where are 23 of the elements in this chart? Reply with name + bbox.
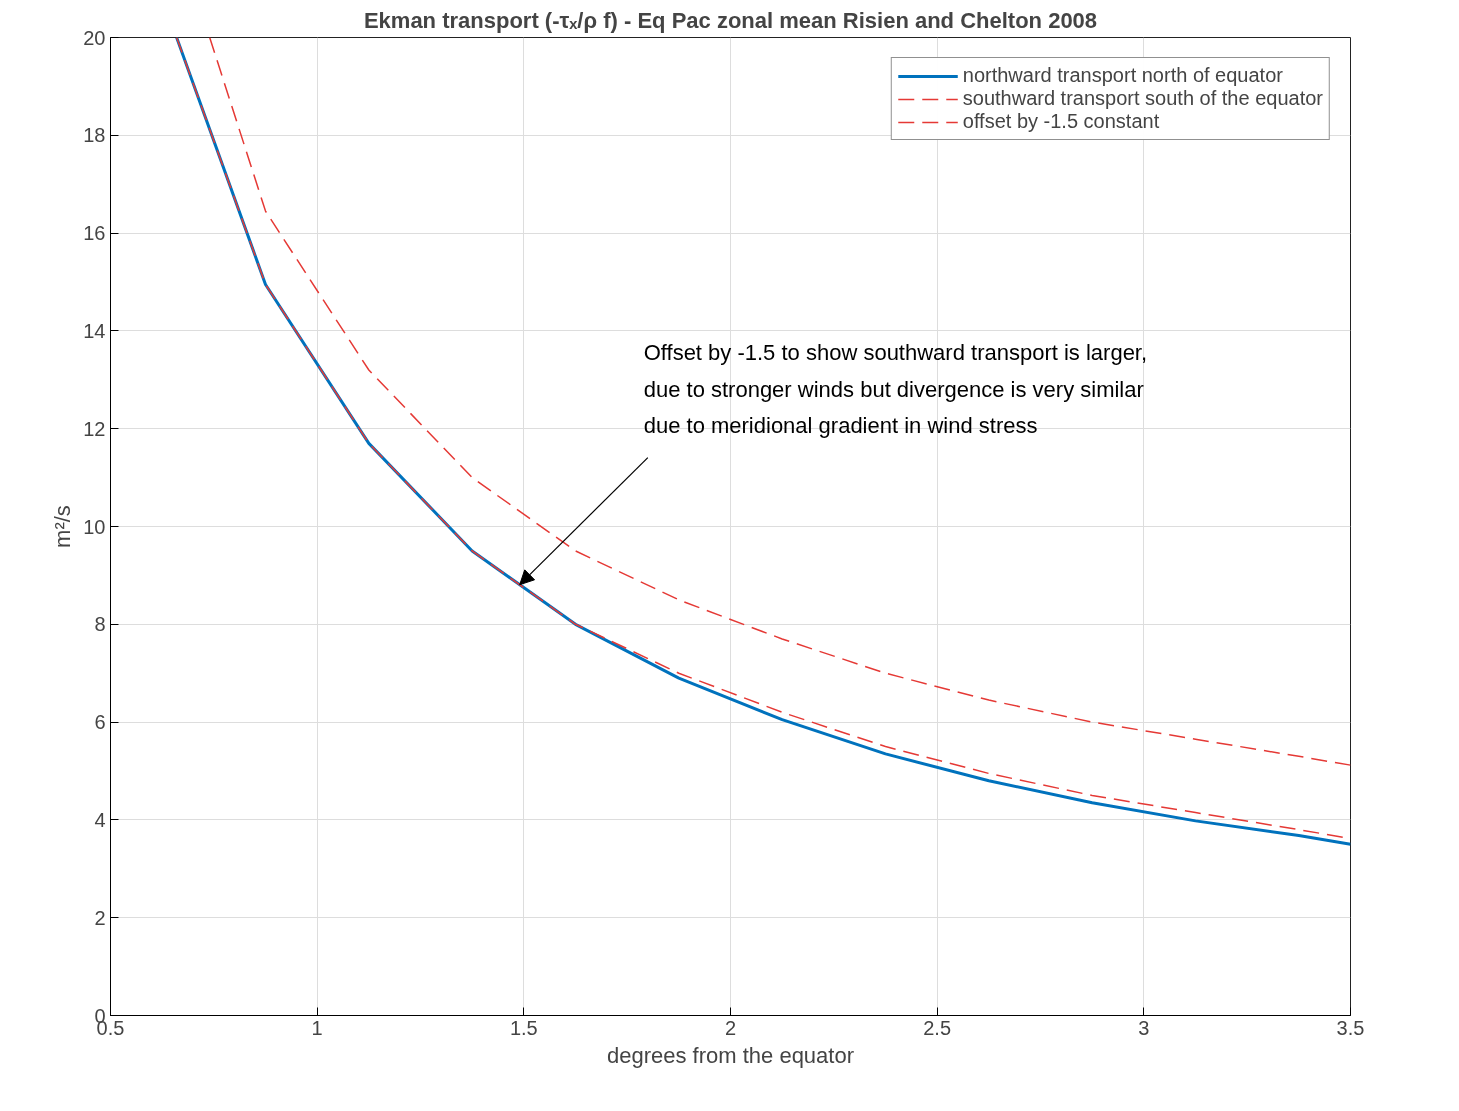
x-axis-title: degrees from the equator <box>606 1042 855 1068</box>
y-tick-label: 2 <box>94 906 106 929</box>
legend-label: northward transport north of equator <box>962 64 1283 87</box>
y-tick-label: 8 <box>94 613 106 636</box>
x-tick-label: 3 <box>1138 1016 1150 1039</box>
legend-label: southward transport south of the equator <box>962 87 1323 110</box>
y-tick-label: 14 <box>83 319 106 342</box>
legend-label: offset by -1.5 constant <box>962 110 1160 133</box>
y-tick-label: 18 <box>83 124 106 147</box>
y-axis-title: m²/s <box>50 505 76 548</box>
y-tick-label: 20 <box>83 26 106 49</box>
x-tick-label: 2 <box>724 1016 737 1039</box>
y-tick-label: 16 <box>83 222 106 245</box>
y-tick-label: 10 <box>83 515 106 538</box>
annotation: Offset by -1.5 to show southward transport is larger, due to stronger winds but divergence is very similar due to meridional gradient in wind stress <box>643 340 1148 438</box>
x-tick-label: 2.5 <box>923 1016 952 1039</box>
x-tick-label: 1.5 <box>509 1016 538 1039</box>
chart-title: Ekman transport (-τₓ/ρ f) - Eq Pac zonal mean Risien and Chelton 2008 <box>363 7 1098 33</box>
x-tick-label: 3.5 <box>1336 1016 1365 1039</box>
y-tick-label: 4 <box>94 808 106 831</box>
y-tick-label: 12 <box>83 417 106 440</box>
y-tick-label: 6 <box>94 711 106 734</box>
x-tick-label: 1 <box>311 1016 323 1039</box>
